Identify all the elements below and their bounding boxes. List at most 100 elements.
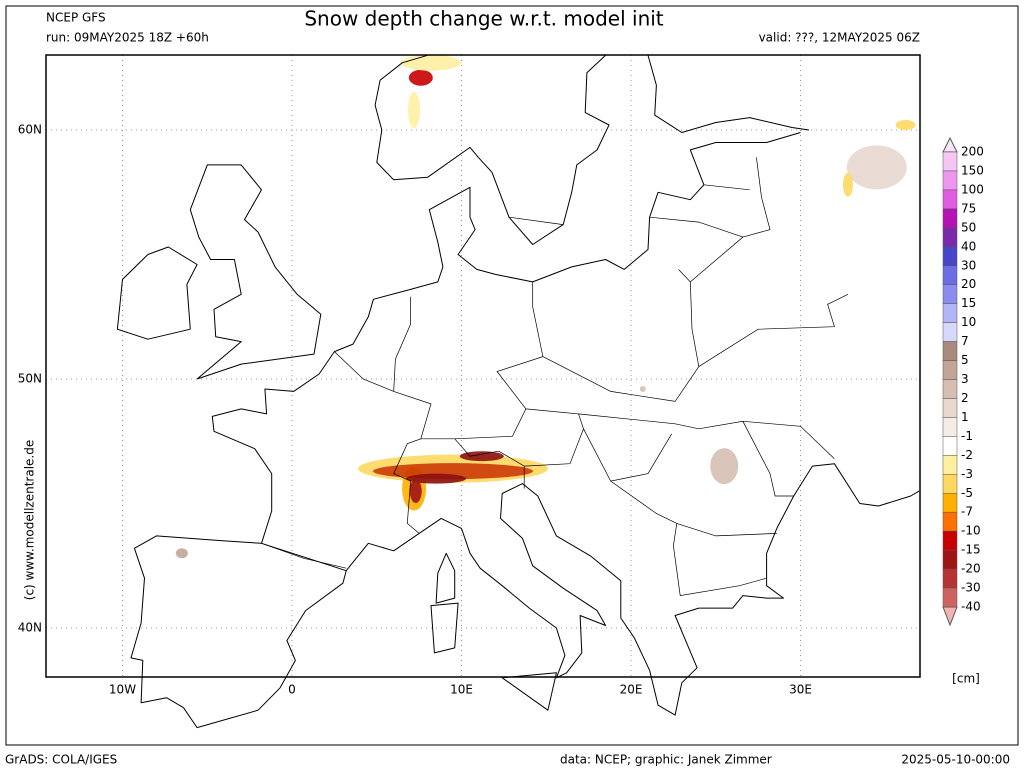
lon-label: 10E xyxy=(450,683,473,697)
country-border xyxy=(649,216,744,238)
colorbar-box xyxy=(942,568,958,589)
country-border xyxy=(508,216,564,225)
lat-label: 50N xyxy=(18,372,42,386)
colorbar-box xyxy=(942,151,958,172)
lon-label: 20E xyxy=(620,683,643,697)
snow-change-area xyxy=(409,479,422,504)
colorbar-box xyxy=(942,511,958,532)
title: Snow depth change w.r.t. model init xyxy=(304,7,663,31)
snow-change-area xyxy=(895,120,916,131)
colorbar-label: -5 xyxy=(961,486,973,500)
country-border xyxy=(703,184,750,191)
colorbar-box xyxy=(942,227,958,248)
colorbar-label: 100 xyxy=(961,182,984,196)
valid-label: valid: ???, 12MAY2025 06Z xyxy=(759,31,920,45)
colorbar-label: 20 xyxy=(961,277,976,291)
colorbar-box xyxy=(942,493,958,513)
snow-change-area xyxy=(639,385,646,392)
colorbar-label: -7 xyxy=(961,505,973,519)
coastline xyxy=(374,54,610,245)
lon-label: 30E xyxy=(789,683,812,697)
colorbar-label: 30 xyxy=(961,258,976,272)
snow-change-area xyxy=(846,145,907,190)
model-label: NCEP GFS xyxy=(46,11,106,25)
colorbar-box xyxy=(942,417,958,437)
unit-label: [cm] xyxy=(952,672,980,686)
colorbar-label: 40 xyxy=(961,239,976,253)
colorbar-label: -20 xyxy=(961,562,981,576)
coastline xyxy=(189,164,322,380)
snow-change-area xyxy=(710,448,739,485)
coastline xyxy=(647,55,810,133)
run-label: run: 09MAY2025 18Z +60h xyxy=(46,31,209,45)
colorbar-label: 200 xyxy=(961,145,984,159)
country-border xyxy=(610,480,767,597)
colorbar-box xyxy=(942,322,958,342)
coastline xyxy=(345,463,920,716)
lat-label: 60N xyxy=(18,123,42,137)
colorbar-label: -3 xyxy=(961,467,973,481)
colorbar-label: -40 xyxy=(961,600,981,614)
country-border xyxy=(261,542,347,569)
colorbar-box xyxy=(942,208,958,229)
coastline xyxy=(211,132,801,544)
colorbar-box xyxy=(942,189,958,210)
country-border xyxy=(690,157,771,283)
colorbar-box xyxy=(942,474,958,494)
country-border xyxy=(524,408,584,467)
colorbar-label: 1 xyxy=(961,410,969,424)
country-border xyxy=(454,281,544,440)
watermark: (c) www.modellzentrale.de xyxy=(23,440,37,600)
snow-change-area xyxy=(175,548,188,559)
colorbar-label: 150 xyxy=(961,163,984,177)
colorbar-label: -1 xyxy=(961,429,973,443)
colorbar-label: -15 xyxy=(961,543,981,557)
colorbar-top-arrow xyxy=(942,136,958,153)
country-border xyxy=(676,523,777,537)
colorbar-box xyxy=(942,455,958,475)
country-border xyxy=(334,351,432,534)
country-border xyxy=(393,296,411,392)
colorbar-box xyxy=(942,436,958,456)
footer-middle: data: NCEP; graphic: Janek Zimmer xyxy=(560,753,772,767)
country-border xyxy=(542,269,700,402)
colorbar-label: 5 xyxy=(961,353,969,367)
colorbar-label: 7 xyxy=(961,334,969,348)
colorbar: 2001501007550403020151075321-1-2-3-5-7-1… xyxy=(942,136,984,627)
coastline xyxy=(501,672,557,711)
country-border xyxy=(698,293,849,367)
colorbar-label: -30 xyxy=(961,581,981,595)
colorbar-label: 75 xyxy=(961,201,976,215)
snow-change-area xyxy=(408,92,421,129)
snow-change-area xyxy=(459,451,504,462)
footer-right: 2025-05-10-00:00 xyxy=(901,753,1010,767)
lat-label: 40N xyxy=(18,621,42,635)
colorbar-label: 2 xyxy=(961,391,969,405)
colorbar-label: 50 xyxy=(961,220,976,234)
colorbar-box xyxy=(942,530,958,551)
colorbar-box xyxy=(942,303,958,323)
colorbar-bottom-arrow xyxy=(942,606,958,627)
colorbar-box xyxy=(942,170,958,191)
colorbar-box xyxy=(942,379,958,399)
snow-change-area xyxy=(400,54,461,71)
colorbar-box xyxy=(942,549,958,570)
colorbar-box xyxy=(942,398,958,418)
colorbar-label: -10 xyxy=(961,524,981,538)
colorbar-box xyxy=(942,587,958,608)
country-border xyxy=(420,438,525,489)
lon-label: 10W xyxy=(109,683,136,697)
colorbar-label: 3 xyxy=(961,372,969,386)
colorbar-box xyxy=(942,284,958,304)
colorbar-box xyxy=(942,246,958,267)
country-border xyxy=(742,420,835,459)
colorbar-box xyxy=(942,360,958,380)
lon-label: 0 xyxy=(288,683,296,697)
colorbar-box xyxy=(942,341,958,361)
country-border xyxy=(583,428,673,482)
snow-change-area xyxy=(842,172,853,197)
coastline xyxy=(430,602,459,654)
colorbar-label: 10 xyxy=(961,315,976,329)
colorbar-box xyxy=(942,265,958,285)
